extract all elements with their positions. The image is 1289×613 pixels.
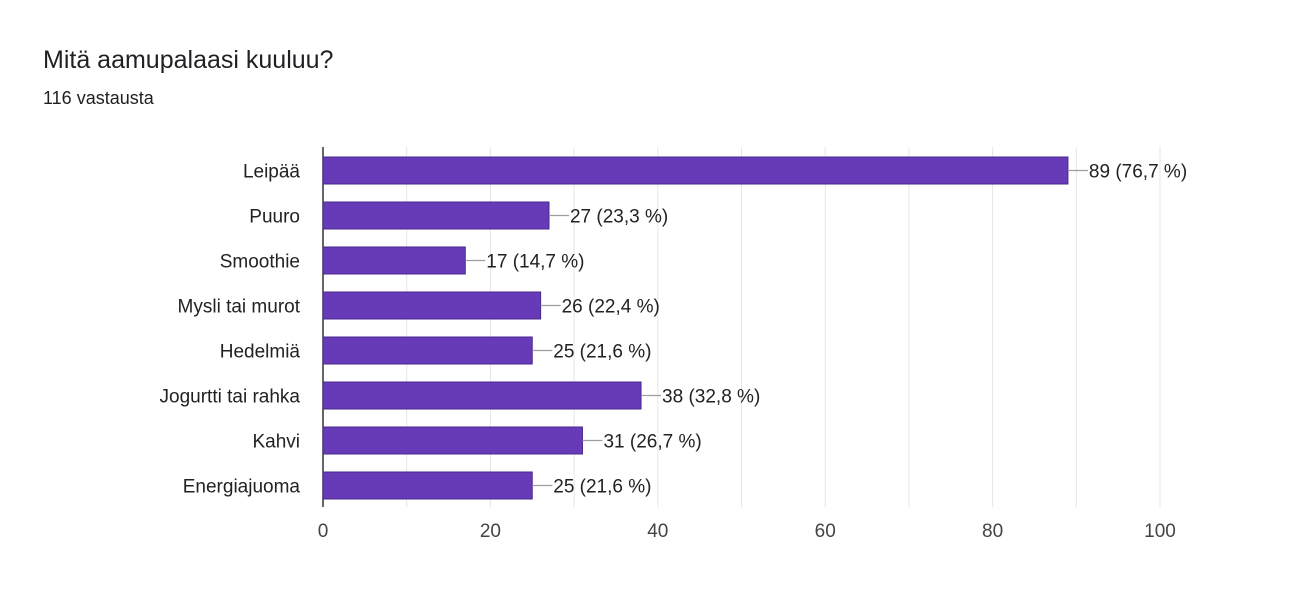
x-tick-label: 0	[318, 521, 329, 542]
response-count: 116 vastausta	[43, 88, 154, 108]
bar	[322, 201, 550, 230]
category-label: Puuro	[249, 207, 300, 228]
bar	[322, 246, 466, 275]
x-tick-label: 80	[982, 521, 1003, 542]
x-tick-label: 60	[815, 521, 836, 542]
x-tick-label: 40	[647, 521, 668, 542]
bar	[322, 426, 583, 455]
data-label: 25 (21,6 %)	[553, 477, 651, 498]
category-label: Hedelmiä	[220, 342, 301, 363]
category-label: Kahvi	[252, 432, 300, 453]
data-label: 25 (21,6 %)	[553, 342, 651, 363]
chart-header: Mitä aamupalaasi kuuluu? 116 vastausta	[43, 44, 333, 110]
data-label: 17 (14,7 %)	[486, 252, 584, 273]
bar	[322, 471, 533, 500]
data-label: 27 (23,3 %)	[570, 207, 668, 228]
data-label: 26 (22,4 %)	[562, 297, 660, 318]
category-label: Energiajuoma	[183, 477, 301, 498]
data-label: 31 (26,7 %)	[603, 432, 701, 453]
bar	[322, 156, 1069, 185]
category-label: Jogurtti tai rahka	[160, 387, 301, 408]
page-title: Mitä aamupalaasi kuuluu?	[43, 46, 334, 74]
bar	[322, 291, 542, 320]
bar	[322, 381, 642, 410]
x-tick-label: 20	[480, 521, 501, 542]
category-label: Mysli tai murot	[178, 297, 301, 318]
category-label: Leipää	[243, 162, 300, 183]
category-label: Smoothie	[220, 252, 300, 273]
data-label: 38 (32,8 %)	[662, 387, 760, 408]
bar	[322, 336, 533, 365]
x-tick-label: 100	[1144, 521, 1176, 542]
data-label: 89 (76,7 %)	[1089, 162, 1187, 183]
